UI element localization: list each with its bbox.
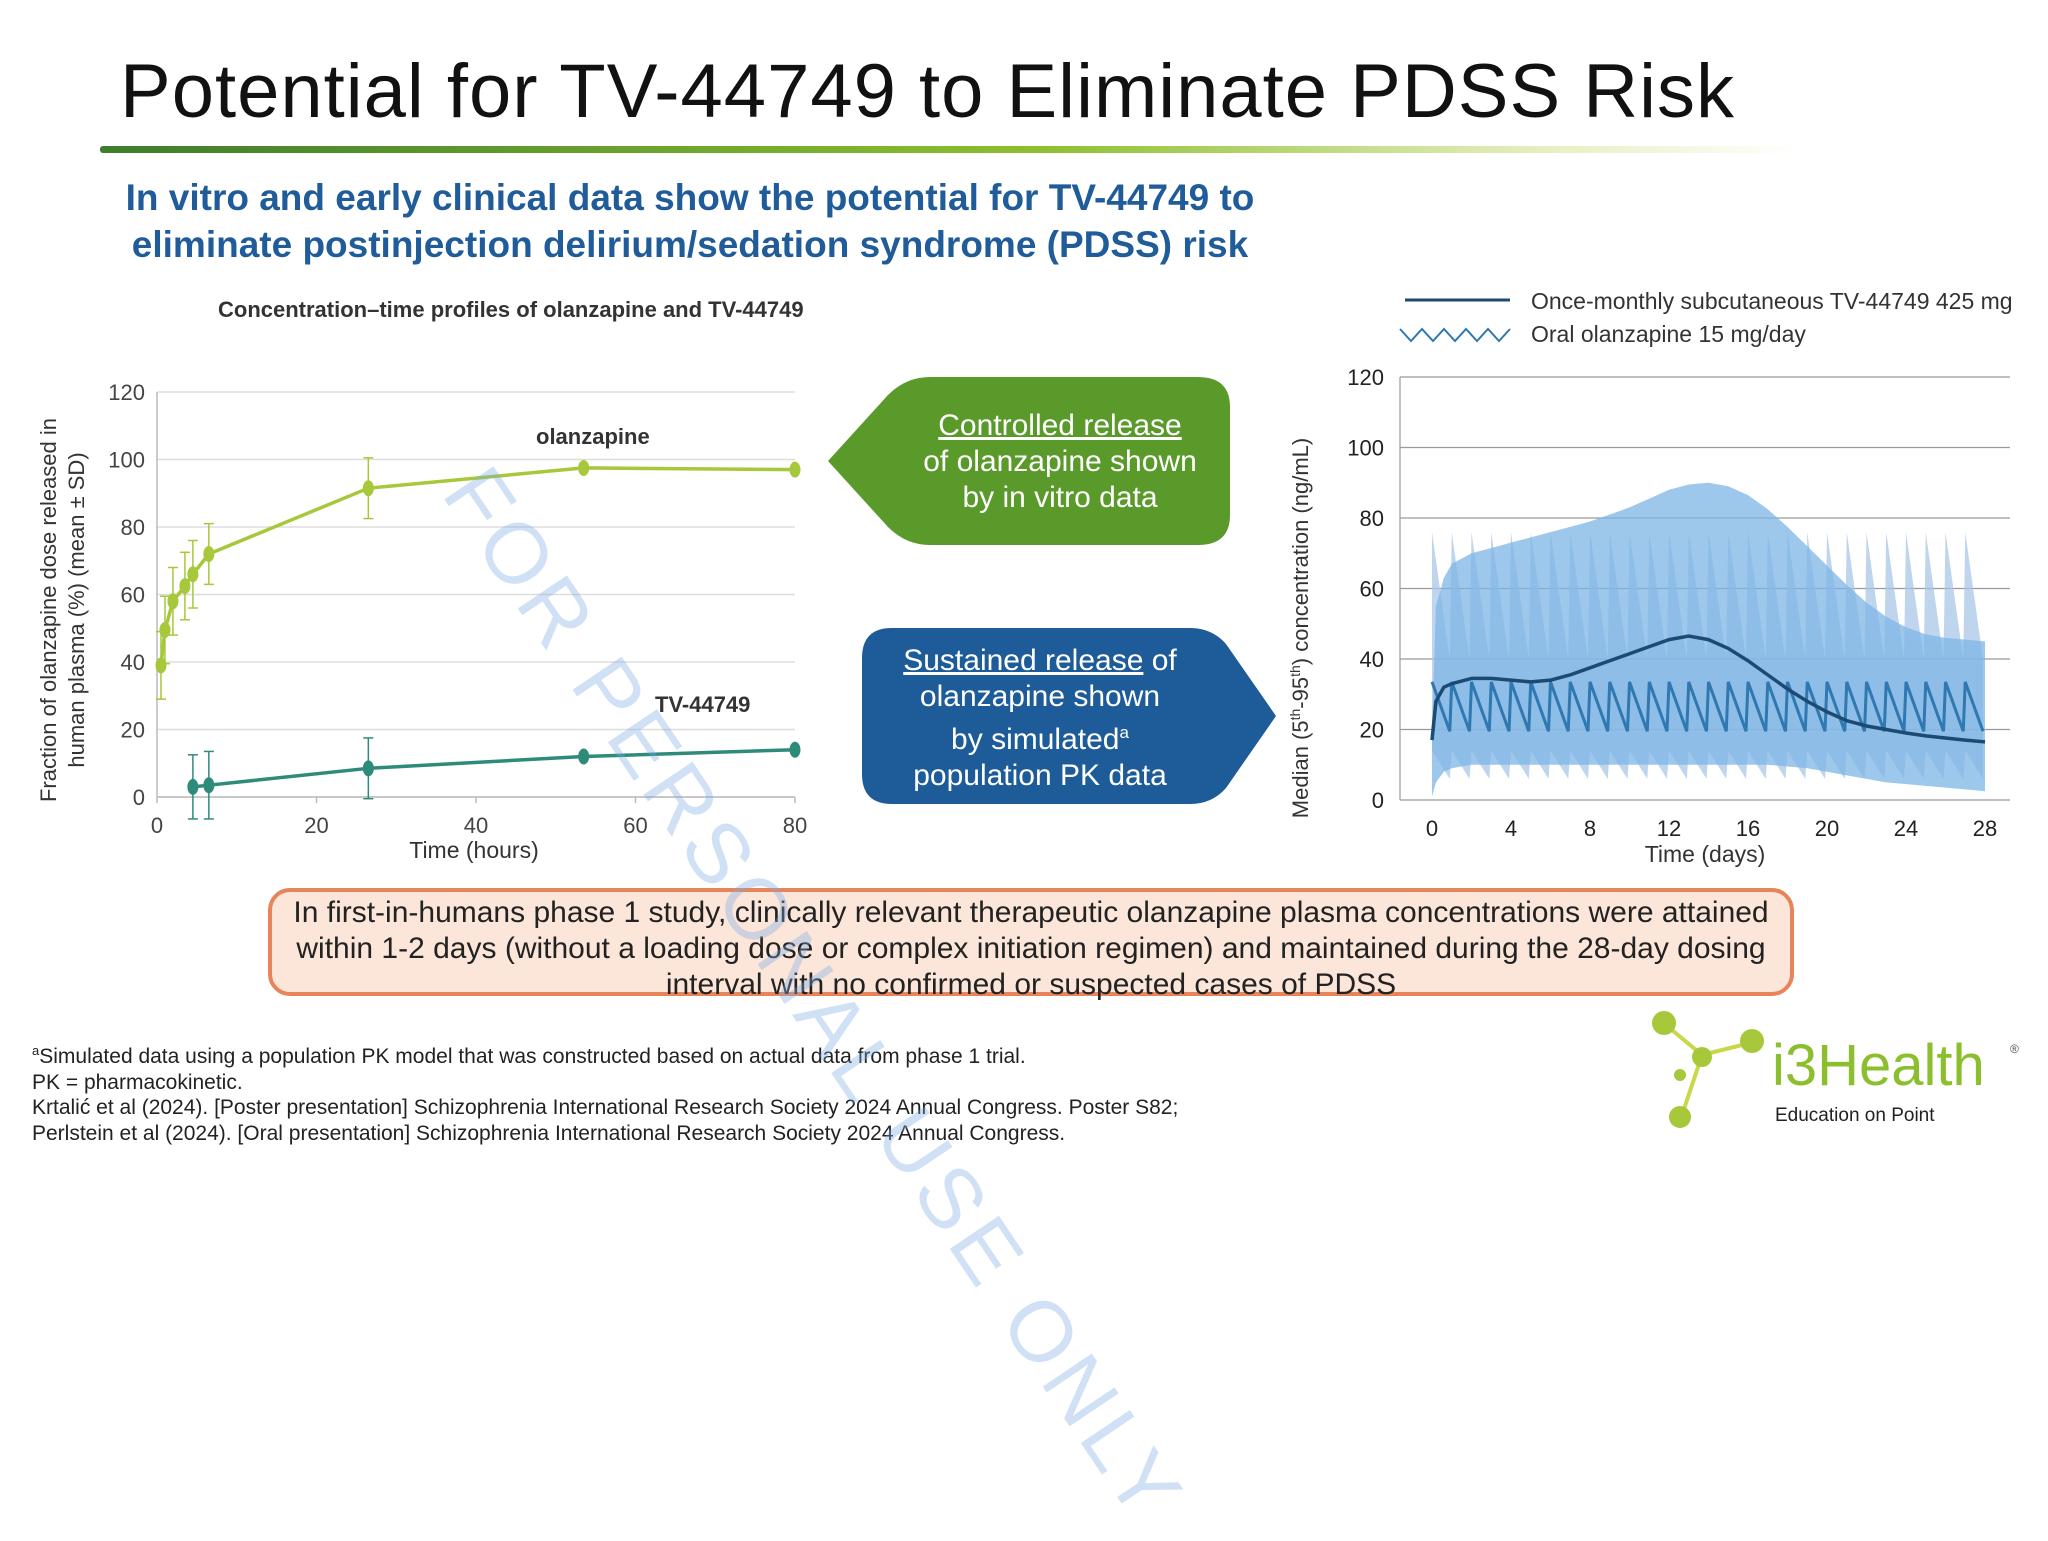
- right-y-tick-label: 20: [1360, 718, 1384, 743]
- data-point: [578, 459, 590, 476]
- left-x-tick-label: 0: [151, 813, 163, 838]
- blue-callout-arrow: [862, 628, 1276, 804]
- series-line-0: [159, 466, 796, 666]
- right-y-tick-label: 100: [1347, 436, 1384, 461]
- legend-label-tv44749: Once-monthly subcutaneous TV-44749 425 m…: [1531, 288, 2013, 314]
- right-y-tick-label: 40: [1360, 647, 1384, 672]
- green-callout-line-3: by in vitro data: [962, 481, 1158, 514]
- right-x-axis-label: Time (days): [1645, 841, 1766, 867]
- data-point: [789, 461, 801, 478]
- left-x-tick-label: 40: [464, 813, 488, 838]
- subtitle: In vitro and early clinical data show th…: [60, 174, 1320, 268]
- right-lines: [1430, 634, 1986, 744]
- logo-molecule-icon: [1652, 1011, 1764, 1128]
- right-x-tick-label: 20: [1815, 816, 1839, 841]
- left-y-tick-label: 80: [121, 515, 145, 540]
- data-point: [179, 578, 191, 595]
- left-chart-title: Concentration–time profiles of olanzapin…: [218, 297, 804, 322]
- left-y-tick-label: 0: [133, 785, 145, 810]
- left-y-axis-label-1: Fraction of olanzapine dose released in: [36, 418, 61, 802]
- right-x-tick-label: 4: [1505, 816, 1517, 841]
- footnote-3: Krtalić et al (2024). [Poster presentati…: [32, 1096, 1179, 1119]
- green-callout-underlined: Controlled release: [938, 409, 1182, 442]
- i3health-logo: i3Health ® Education on Point: [1652, 1011, 2019, 1128]
- left-y-tick-label: 20: [121, 718, 145, 743]
- concentration-chart: Once-monthly subcutaneous TV-44749 425 m…: [1287, 288, 2013, 867]
- blue-callout-line-3: by simulated: [951, 723, 1120, 756]
- left-y-tick-label: 40: [121, 650, 145, 675]
- left-x-tick-label: 20: [304, 813, 328, 838]
- legend-swatch-oral: [1399, 327, 1511, 343]
- footnote-1: Simulated data using a population PK mod…: [39, 1045, 1026, 1068]
- blue-callout-text: Sustained release of olanzapine shown by…: [870, 643, 1210, 794]
- right-x-tick-label: 8: [1584, 816, 1596, 841]
- footnote-2: PK = pharmacokinetic.: [32, 1070, 243, 1094]
- page-title: Potential for TV-44749 to Eliminate PDSS…: [120, 49, 1736, 134]
- left-axes: 0 20 40 60 80 100 120 0 20 40 60 80: [108, 380, 807, 838]
- logo-tagline: Education on Point: [1775, 1105, 1935, 1126]
- right-y-axis-label: Median (5th-95th) concentration (ng/mL): [1287, 438, 1313, 818]
- logo-registered-mark: ®: [2010, 1042, 2019, 1056]
- left-series: [155, 457, 801, 820]
- data-point: [187, 566, 199, 583]
- right-x-tick-label: 24: [1894, 816, 1918, 841]
- legend-label-oral: Oral olanzapine 15 mg/day: [1531, 321, 1806, 347]
- blue-callout-line-1-rest: of: [1143, 644, 1177, 677]
- right-axes: 0 20 40 60 80 100 120 0 4 8 12 16 20 24 28: [1347, 365, 1997, 841]
- right-x-tick-label: 28: [1973, 816, 1997, 841]
- logo-wordmark: i3Health: [1772, 1033, 1985, 1098]
- data-point: [362, 480, 374, 497]
- data-point: [362, 760, 374, 777]
- right-y-tick-label: 80: [1360, 506, 1384, 531]
- title-underline: [100, 146, 1800, 153]
- left-y-tick-label: 100: [108, 448, 145, 473]
- right-y-tick-label: 120: [1347, 365, 1384, 390]
- oral-median-line: [1430, 681, 1985, 732]
- series-line-1: [192, 748, 796, 789]
- series-label-olanzapine: olanzapine: [536, 424, 650, 449]
- legend: Once-monthly subcutaneous TV-44749 425 m…: [1399, 288, 2013, 347]
- green-callout-shape: [828, 377, 1230, 545]
- green-callout-line-2: of olanzapine shown: [923, 445, 1197, 478]
- right-x-tick-label: 0: [1426, 816, 1438, 841]
- subtitle-line-1: In vitro and early clinical data show th…: [125, 177, 1255, 218]
- release-profile-chart: Concentration–time profiles of olanzapin…: [36, 297, 807, 863]
- right-x-tick-label: 16: [1736, 816, 1760, 841]
- data-point: [159, 621, 171, 638]
- series-label-tv44749: TV-44749: [655, 692, 750, 717]
- green-callout-text: Controlled release of olanzapine shown b…: [890, 408, 1230, 516]
- footnote-sup: a: [32, 1043, 40, 1058]
- left-grid: [157, 391, 795, 798]
- summary-box: In first-in-humans phase 1 study, clinic…: [268, 888, 1794, 1001]
- left-y-tick-label: 120: [108, 380, 145, 405]
- left-y-tick-label: 60: [121, 583, 145, 608]
- left-x-tick-label: 60: [623, 813, 647, 838]
- right-y-tick-label: 0: [1372, 788, 1384, 813]
- right-x-tick-label: 12: [1657, 816, 1681, 841]
- green-callout-arrow: [828, 377, 1230, 545]
- left-x-tick-label: 80: [783, 813, 807, 838]
- left-x-axis-label: Time (hours): [409, 837, 539, 863]
- data-point: [578, 748, 590, 765]
- blue-callout-shape: [862, 628, 1276, 804]
- data-point: [203, 546, 215, 562]
- sc-median-line: [1430, 634, 1986, 744]
- data-point: [167, 593, 179, 610]
- right-y-tick-label: 60: [1360, 577, 1384, 602]
- data-point: [187, 778, 199, 795]
- footnotes: aSimulated data using a population PK mo…: [32, 1038, 1178, 1146]
- left-y-axis-label-2: human plasma (%) (mean ± SD): [64, 452, 89, 767]
- data-point: [203, 777, 215, 794]
- subtitle-line-2: eliminate postinjection delirium/sedatio…: [131, 224, 1249, 265]
- blue-callout-line-2: olanzapine shown: [919, 680, 1161, 713]
- data-point: [789, 741, 801, 758]
- blue-callout-underlined: Sustained release: [903, 644, 1144, 677]
- blue-callout-line-4: population PK data: [913, 759, 1167, 792]
- footnote-4: Perlstein et al (2024). [Oral presentati…: [32, 1121, 1066, 1145]
- blue-callout-sup: a: [1119, 723, 1129, 742]
- data-point: [155, 657, 167, 674]
